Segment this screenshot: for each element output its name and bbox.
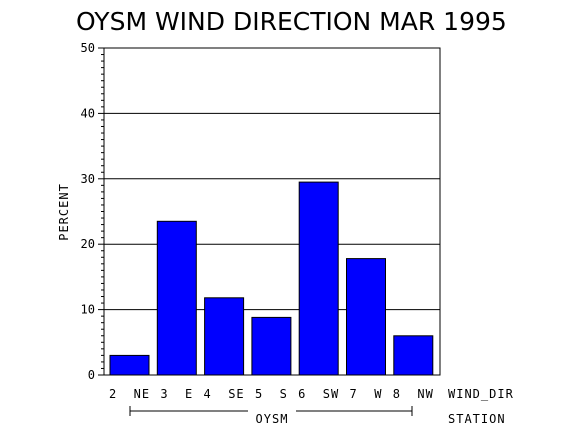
y-tick-label: 0 [88,368,95,382]
x-tick-label: 5 S [255,387,288,401]
x-tick-labels: 2 NE 3 E 4 SE 5 S 6 SW 7 W 8 NW [109,387,434,401]
chart-title: OYSM WIND DIRECTION MAR 1995 [76,7,507,36]
x-axis-label: WIND_DIR [448,387,514,401]
bar [346,258,386,376]
x-tick-label: 3 E [160,387,193,401]
y-tick-label: 30 [81,172,95,186]
bar [156,220,197,376]
y-tick-label: 20 [81,237,95,251]
y-tick-label: 10 [81,303,95,317]
bar [298,181,339,376]
bar [251,316,292,376]
bar [393,335,434,376]
bar [204,297,245,376]
x-tick-label: 7 W [350,387,383,401]
station-name: OYSM [256,412,289,426]
y-tick-labels: 0 10 20 30 40 50 [81,41,104,382]
x-tick-label: 6 SW [298,387,339,401]
gridlines [104,47,440,311]
bars [109,181,434,376]
bar [109,354,150,376]
plot-frame [103,47,441,376]
y-axis-label: PERCENT [57,183,71,241]
y-tick-label: 40 [81,106,95,120]
x-tick-label: 2 NE [109,387,150,401]
x-tick-label: 8 NW [393,387,434,401]
y-tick-label: 50 [81,41,95,55]
x-tick-label: 4 SE [204,387,245,401]
station-axis-label: STATION [448,412,506,426]
